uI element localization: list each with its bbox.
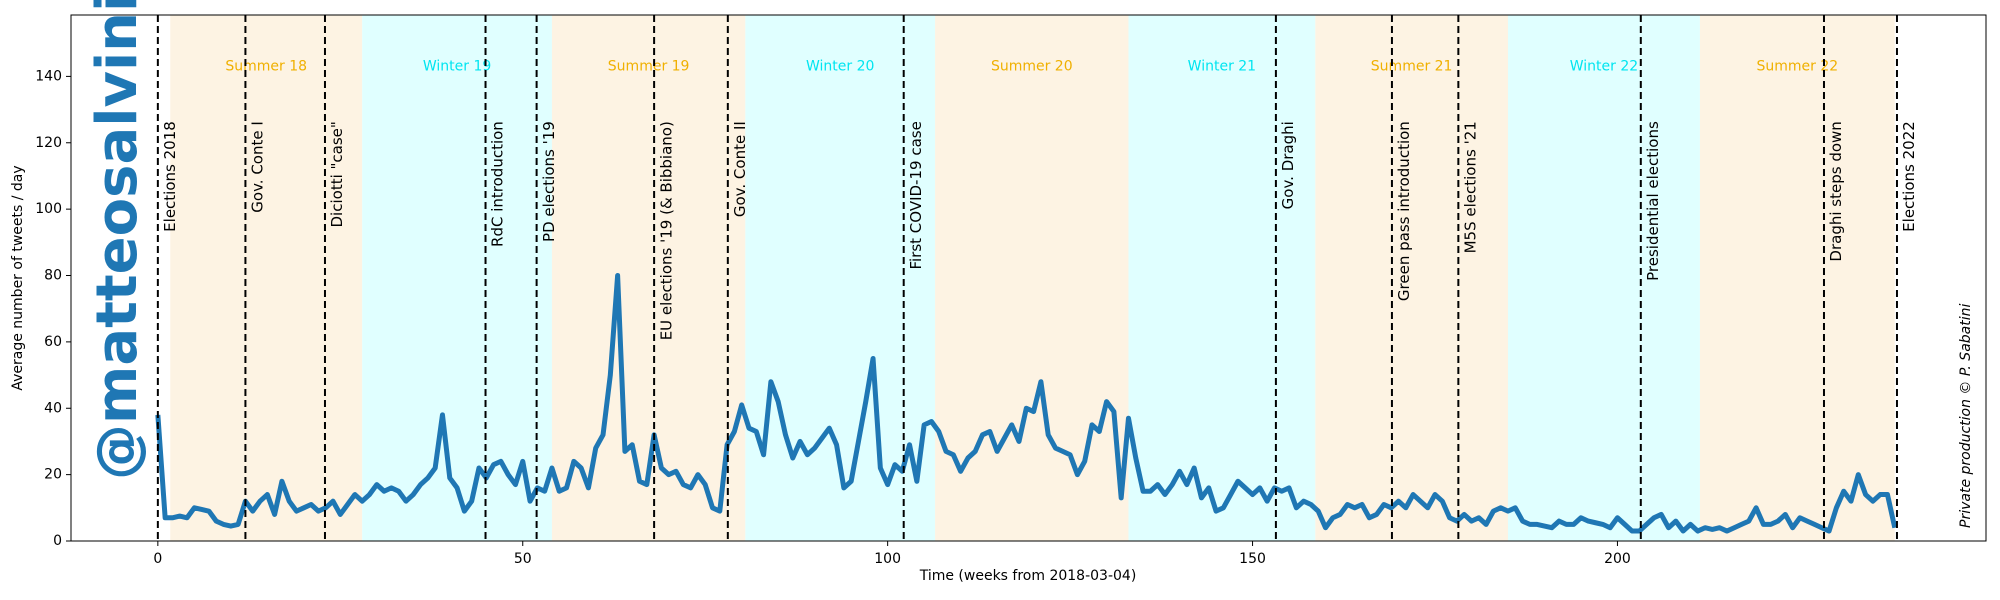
y-tick-label: 60 [44, 334, 62, 350]
period-band [362, 15, 552, 541]
y-tick-label: 20 [44, 467, 62, 483]
period-label: Summer 18 [225, 58, 307, 74]
event-label: PD elections '19 [540, 121, 558, 242]
y-tick-label: 40 [44, 400, 62, 416]
event-label: Gov. Conte I [249, 121, 267, 213]
period-band [170, 15, 363, 541]
event-label: M5S elections '21 [1462, 121, 1480, 253]
period-label: Winter 19 [423, 58, 491, 74]
period-band [1699, 15, 1895, 541]
period-label: Winter 20 [806, 58, 874, 74]
x-tick-label: 0 [153, 551, 162, 567]
period-label: Winter 21 [1188, 58, 1256, 74]
y-tick-label: 0 [53, 533, 62, 549]
period-label: Summer 20 [991, 58, 1073, 74]
period-label: Winter 22 [1570, 58, 1638, 74]
event-label: Gov. Draghi [1279, 121, 1297, 209]
plot-frame [70, 14, 1987, 542]
x-tick-label: 200 [1604, 551, 1631, 567]
y-tick-label: 80 [44, 268, 62, 284]
event-label: Diciotti "case" [328, 121, 346, 227]
period-band [935, 15, 1129, 541]
event-label: EU elections '19 (& Bibbiano) [657, 121, 675, 340]
x-tick-label: 150 [1239, 551, 1266, 567]
y-tick-label: 120 [35, 135, 62, 151]
watermark: @matteosalvinimi [85, 0, 150, 480]
period-band [1128, 15, 1316, 541]
x-tick-label: 50 [514, 551, 532, 567]
event-label: RdC introduction [489, 121, 507, 247]
y-axis-label: Average number of tweets / day [10, 165, 26, 390]
credit: Private production © P. Sabatini [1958, 304, 1974, 528]
period-label: Summer 19 [608, 58, 690, 74]
period-band [1507, 15, 1700, 541]
event-label: Draghi steps down [1827, 121, 1845, 261]
event-label: Elections 2022 [1900, 121, 1918, 232]
event-label: Elections 2018 [161, 121, 179, 232]
period-band [1315, 15, 1508, 541]
period-label: Summer 22 [1757, 58, 1839, 74]
period-band [551, 15, 746, 541]
y-tick-label: 100 [35, 201, 62, 217]
y-tick-label: 140 [35, 68, 62, 84]
period-label: Summer 21 [1371, 58, 1453, 74]
event-label: First COVID-19 case [907, 121, 925, 269]
x-tick-label: 100 [874, 551, 901, 567]
data-line [155, 273, 1898, 534]
event-label: Gov. Conte II [731, 121, 749, 217]
event-label: Green pass introduction [1395, 121, 1413, 301]
event-label: Presidential elections [1644, 121, 1662, 281]
x-axis-label: Time (weeks from 2018-03-04) [919, 568, 1137, 584]
